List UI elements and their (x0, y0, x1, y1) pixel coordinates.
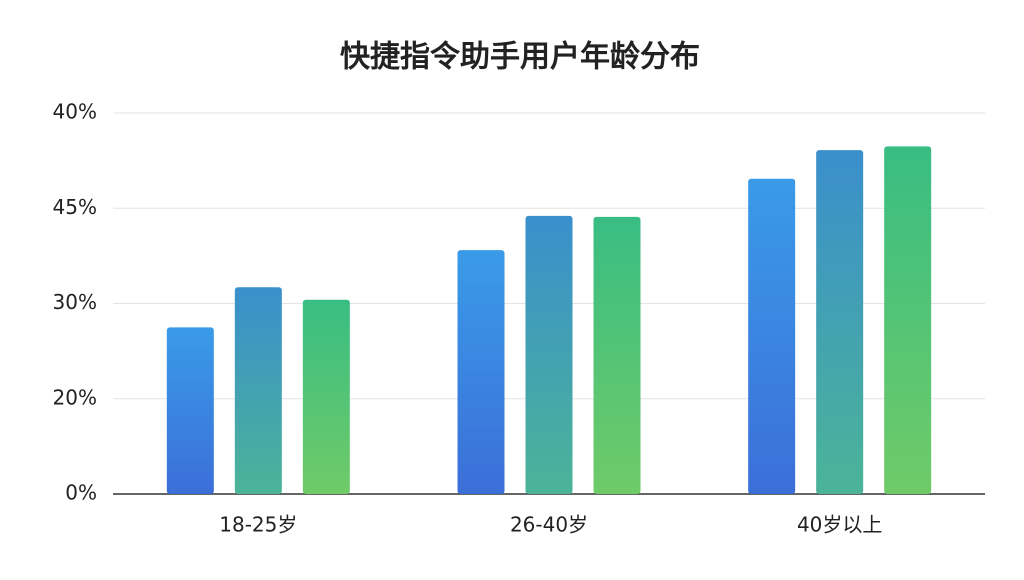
bar (525, 215, 573, 494)
bar (884, 146, 932, 494)
x-tick-label: 26-40岁 (510, 513, 588, 537)
bar (302, 299, 350, 494)
y-tick-label: 30% (53, 290, 97, 314)
y-tick-label: 20% (53, 385, 97, 409)
bar (166, 327, 214, 494)
bar (816, 150, 864, 494)
x-tick-label: 40岁以上 (797, 513, 882, 537)
y-tick-label: 0% (65, 481, 97, 505)
x-tick-label: 18-25岁 (219, 513, 297, 537)
chart-title: 快捷指令助手用户年龄分布 (340, 40, 700, 75)
y-tick-label: 40% (53, 100, 97, 124)
y-tick-label: 45% (53, 195, 97, 219)
bar (748, 178, 796, 494)
bar (593, 216, 641, 494)
bar (234, 287, 282, 494)
bar (457, 250, 505, 494)
